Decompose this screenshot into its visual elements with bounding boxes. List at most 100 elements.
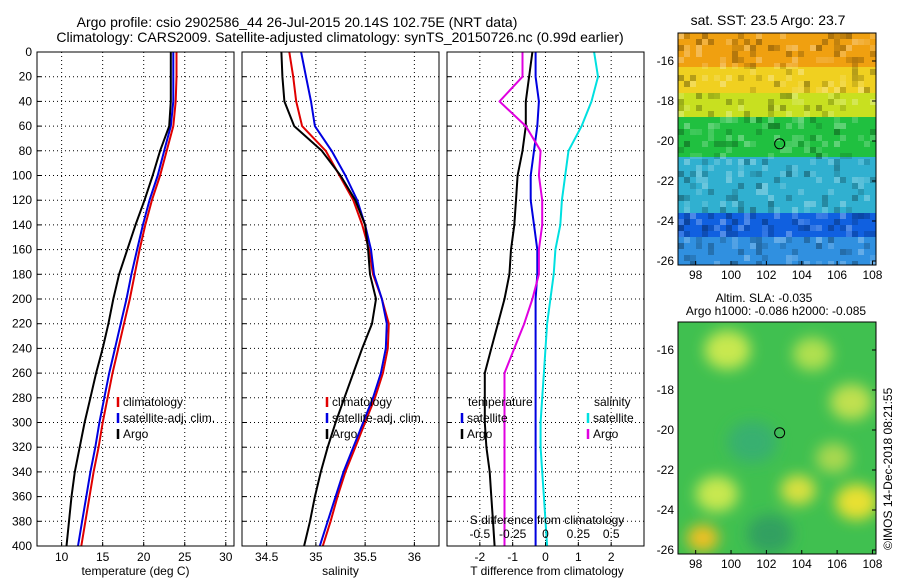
temperature-legend-label: Argo [123,427,149,441]
sst_map-pixel [684,33,690,39]
sst_map-pixel [720,81,726,87]
sst_map-pixel [846,207,852,213]
sst_map-pixel [834,171,840,177]
sst_map-pixel [840,249,846,255]
sst_map-pixel [840,51,846,57]
sst_map-pixel [756,129,762,135]
sst_map-pixel [852,63,858,69]
sst_map-pixel [690,75,696,81]
sst_map-pixel [696,189,702,195]
sst_map-pixel [684,177,690,183]
sst_map-pixel [726,171,732,177]
sst_map-pixel [678,57,684,63]
salinity-x-tick-label: 35 [309,550,323,564]
sst_map-pixel [822,141,828,147]
sst_map-pixel [684,231,690,237]
sla_map-y-tick-label: -24 [657,503,675,517]
sst_map-pixel [840,153,846,159]
sst_map-pixel [750,243,756,249]
sst_map-pixel [846,225,852,231]
sst_map-pixel [726,213,732,219]
sst_map-pixel [768,117,774,123]
sst_map-pixel [702,225,708,231]
sst_map-pixel [714,225,720,231]
salinity-x-tick-label: 35.5 [353,550,377,564]
sst_map-frame [677,32,877,266]
depth-tick-label: 160 [12,243,32,257]
sst_map-pixel [678,195,684,201]
sst_map-pixel [684,105,690,111]
sst_map-pixel [798,81,804,87]
sst_map-pixel [870,129,876,135]
sst_map-pixel [840,225,846,231]
sst_map-pixel [744,225,750,231]
sst_map-pixel [756,261,762,265]
sst_map-pixel [696,105,702,111]
sst_map-pixel [828,225,834,231]
sst_map-pixel [840,105,846,111]
sst_map-pixel [792,171,798,177]
sst_map-pixel [852,117,858,123]
sst_map-pixel [852,219,858,225]
sst_map-pixel [780,81,786,87]
sst_map-pixel [744,63,750,69]
sst_map-pixel [684,159,690,165]
sst_map-pixel [834,87,840,93]
sst_map-pixel [852,57,858,63]
sst_map-pixel [756,189,762,195]
sst_map-pixel [870,255,876,261]
diff-legend-label: Argo [467,427,493,441]
sst_map-pixel [852,183,858,189]
sst_map-pixel [702,141,708,147]
sst_map-pixel [702,207,708,213]
sst_map-pixel [804,105,810,111]
differences-x-tick-label: -1 [507,550,518,564]
salinity-series-argo [280,51,377,547]
plot-salinity: 34.5 35 35.5 36 salinity climatology satellite… [241,51,440,578]
sst_map-pixel [696,237,702,243]
differences-x-tick-label: 0 [542,550,549,564]
sst_map-pixel [726,177,732,183]
temperature-series-argo [65,52,172,547]
sst_map-pixel [846,153,852,159]
sst_map-x-tick-label: 98 [689,268,703,282]
sst_map-pixel [780,171,786,177]
sst_map-pixel [762,255,768,261]
sst_map-pixel [810,171,816,177]
sst_map-band [678,67,876,93]
sst_map-pixel [786,69,792,75]
sst_map-pixel [702,177,708,183]
sst_map-pixel [804,171,810,177]
sst_map-pixel [798,69,804,75]
sst_map-pixel [786,147,792,153]
depth-tick-label: 380 [12,514,32,528]
sst_map-y-tick-label: -26 [657,254,675,268]
sst_map-pixel [834,93,840,99]
sst_map-pixel [720,141,726,147]
sst_map-pixel [756,171,762,177]
sst_map-x-tick-label: 106 [827,268,847,282]
sst_map-pixel [834,141,840,147]
sst_map-pixel [828,159,834,165]
temperature-x-tick-label: 30 [219,550,233,564]
depth-tick-label: 280 [12,391,32,405]
sst_map-pixel [786,255,792,261]
sst_map-pixel [750,51,756,57]
sst_map-pixel [750,213,756,219]
sst_map-pixel [816,45,822,51]
sst_map-pixel [696,171,702,177]
sst_map-pixel [708,213,714,219]
sst_map-pixel [756,75,762,81]
sst_map-pixel [684,45,690,51]
sst_map-pixel [702,231,708,237]
salinity-x-tick-label: 34.5 [255,550,279,564]
sst_map-pixel [870,99,876,105]
sst_map-pixel [738,45,744,51]
sla_map-blob [746,514,793,554]
sst_map-pixel [708,243,714,249]
sst_map-pixel [696,177,702,183]
sst_map-pixel [822,81,828,87]
sst_map-pixel [714,141,720,147]
sst_map-pixel [798,189,804,195]
sst_map-pixel [828,237,834,243]
